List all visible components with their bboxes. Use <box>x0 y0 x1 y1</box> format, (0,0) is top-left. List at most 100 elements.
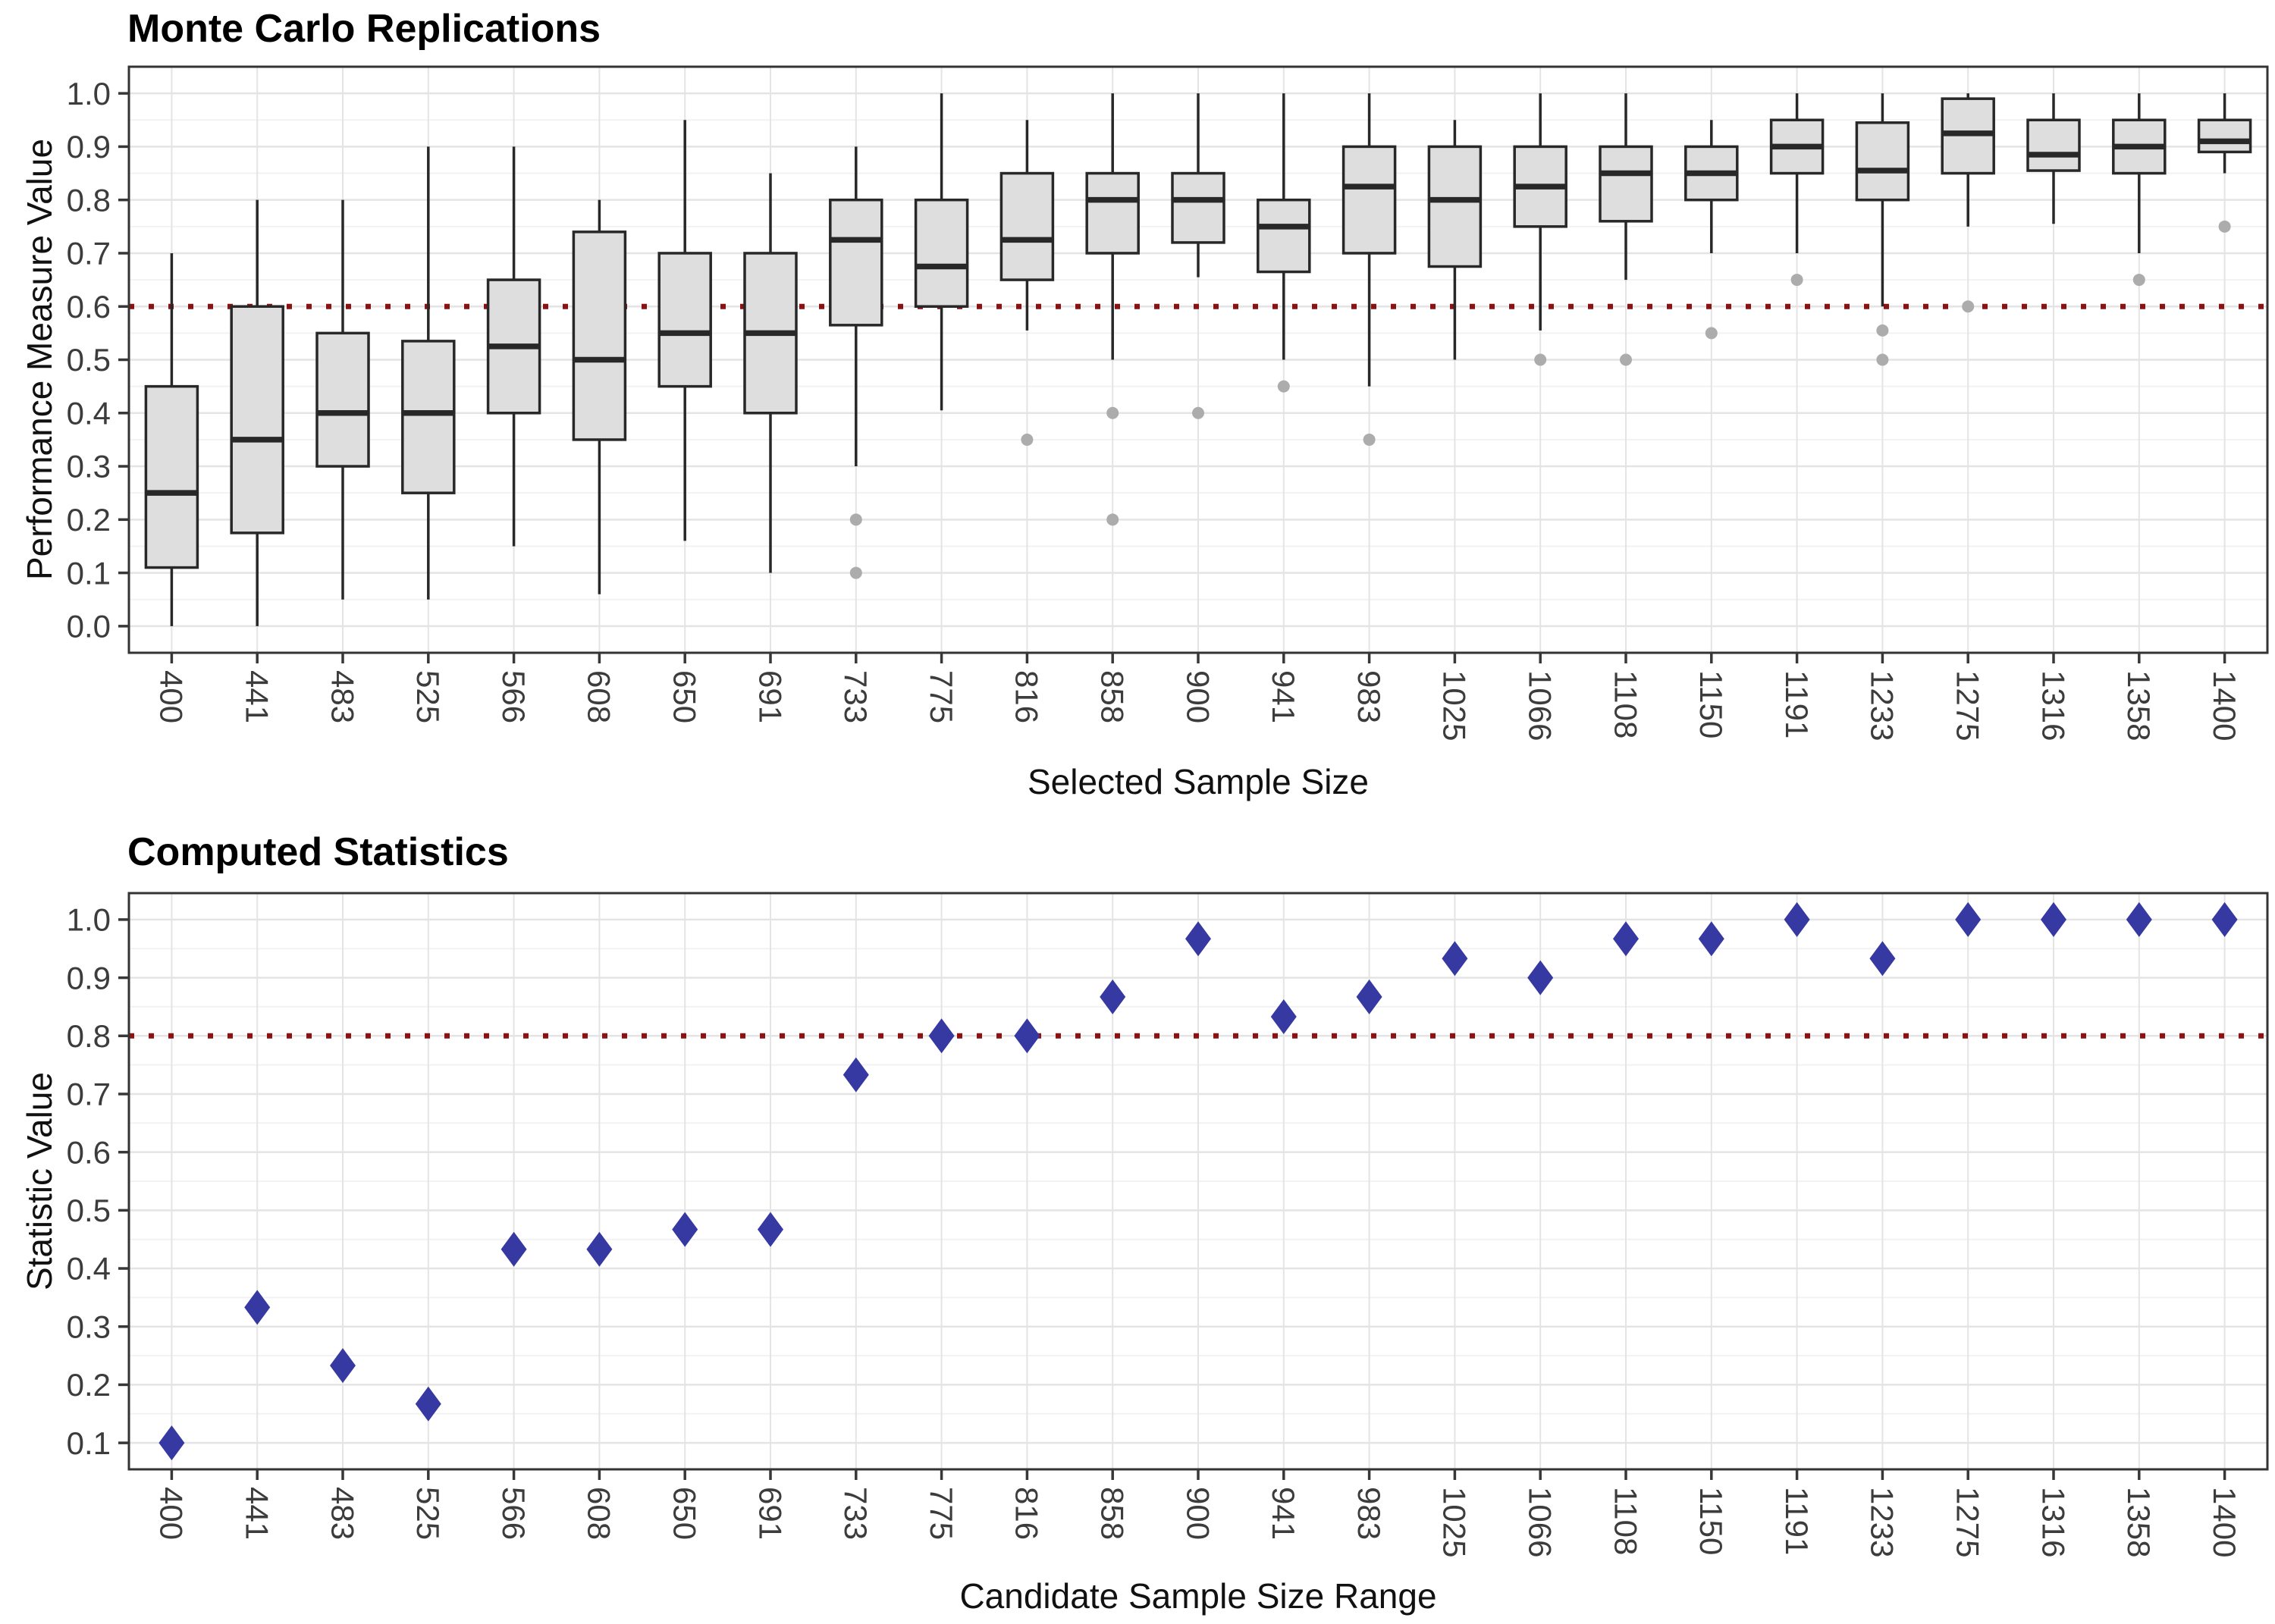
box <box>1599 145 1653 223</box>
chart-computed-statistics: 0.1 0.2 0.3 0.4 0.5 0.6 0.7 0.8 0.9 1.0 400 441 483 5… <box>67 892 2269 1557</box>
diamond-point-1191 <box>1784 901 1810 937</box>
box <box>1341 145 1397 255</box>
y-tick-label: 0.1 <box>67 555 111 591</box>
y-tick-label: 0.2 <box>67 1367 111 1403</box>
diamond-point-733 <box>843 1057 869 1093</box>
x-tick-label: 650 <box>667 1487 703 1540</box>
x-tick-label: 733 <box>838 1487 874 1540</box>
x-tick-label: 691 <box>752 1487 788 1540</box>
boxplot-858 <box>1085 93 1140 526</box>
boxplot-400 <box>144 252 199 626</box>
x-tick-label: 566 <box>496 670 532 723</box>
outlier-point <box>1876 324 1889 337</box>
outlier-point <box>1106 513 1119 526</box>
y-tick-label: 0.4 <box>67 395 111 431</box>
x-tick-label: 1025 <box>1437 1487 1473 1557</box>
outlier-point <box>1620 353 1632 366</box>
x-tick-label: 816 <box>1009 1487 1045 1540</box>
diamond-point-1358 <box>2126 901 2152 937</box>
x-tick-label: 733 <box>838 670 874 723</box>
x-tick-label: 483 <box>325 1487 360 1540</box>
x-tick-label: 858 <box>1095 670 1131 723</box>
x-tick-label: 858 <box>1095 1487 1131 1540</box>
boxplot-733 <box>829 146 883 579</box>
boxplot-1066 <box>1513 93 1567 366</box>
outlier-point <box>1363 433 1376 446</box>
diamond-point-441 <box>244 1290 271 1325</box>
boxplot-441 <box>230 199 284 626</box>
outlier-point <box>1790 274 1803 287</box>
x-tick-label: 608 <box>582 670 617 723</box>
y-tick-label: 1.0 <box>67 902 111 938</box>
y-tick-label: 0.7 <box>67 1077 111 1112</box>
x-tick-label: 900 <box>1180 1487 1216 1540</box>
boxplot-816 <box>999 120 1055 446</box>
diamond-point-775 <box>928 1018 955 1054</box>
y-tick-label: 1.0 <box>67 76 111 111</box>
x-tick-label: 1191 <box>1779 1487 1815 1555</box>
diamond-point-1400 <box>2211 901 2238 937</box>
x-tick-label: 941 <box>1266 670 1301 723</box>
box <box>1855 121 1910 202</box>
y-tick-label: 0.4 <box>67 1251 111 1287</box>
boxplot-1108 <box>1599 93 1653 366</box>
x-tick-label: 1358 <box>2121 670 2157 741</box>
y-tick-label: 0.0 <box>67 609 111 644</box>
bottom-x-axis-title: Candidate Sample Size Range <box>959 1576 1437 1616</box>
x-tick-label: 775 <box>924 1487 959 1540</box>
diamond-point-1233 <box>1869 941 1896 977</box>
box <box>401 340 456 494</box>
diamond-point-483 <box>330 1348 356 1384</box>
diamond-point-650 <box>672 1212 698 1247</box>
x-tick-label: 525 <box>410 670 446 723</box>
y-tick-label: 0.5 <box>67 1193 111 1228</box>
outlier-point <box>2132 274 2145 287</box>
y-tick-label: 0.2 <box>67 502 111 538</box>
x-tick-label: 1316 <box>2035 1487 2071 1557</box>
x-tick-label: 1316 <box>2035 670 2071 741</box>
x-tick-label: 1108 <box>1608 670 1643 738</box>
boxplot-1025 <box>1427 120 1483 360</box>
x-tick-label: 1233 <box>1865 1487 1900 1557</box>
x-tick-label: 483 <box>325 670 360 723</box>
y-tick-label: 0.6 <box>67 289 111 324</box>
boxplot-1275 <box>1941 93 1995 313</box>
boxplot-1358 <box>2112 93 2167 287</box>
box <box>1171 171 1225 244</box>
box <box>829 198 883 327</box>
boxplot-983 <box>1341 93 1397 446</box>
box <box>1257 198 1311 274</box>
x-tick-label: 650 <box>667 670 703 723</box>
diamond-point-1275 <box>1955 901 1982 937</box>
x-tick-label: 441 <box>240 1487 275 1540</box>
x-tick-label: 900 <box>1180 670 1216 723</box>
diamond-point-983 <box>1356 979 1382 1014</box>
outlier-point <box>1277 380 1290 393</box>
y-tick-label: 0.6 <box>67 1134 111 1170</box>
diamond-point-1316 <box>2041 901 2066 937</box>
diamond-point-608 <box>586 1231 613 1267</box>
box <box>230 305 284 535</box>
x-tick-label: 1108 <box>1608 1487 1643 1555</box>
x-tick-label: 1150 <box>1693 670 1729 738</box>
diamond-point-816 <box>1014 1018 1040 1054</box>
y-tick-label: 0.8 <box>67 182 111 218</box>
x-tick-label: 816 <box>1009 670 1045 723</box>
x-tick-label: 983 <box>1351 670 1387 723</box>
box <box>999 171 1055 281</box>
x-tick-label: 1275 <box>1950 670 1986 741</box>
top-x-axis-title: Selected Sample Size <box>1027 762 1370 801</box>
boxplot-1400 <box>2197 93 2252 233</box>
x-tick-label: 1066 <box>1523 670 1558 741</box>
y-tick-label: 0.5 <box>67 342 111 378</box>
diamond-point-400 <box>158 1425 185 1461</box>
diamond-point-525 <box>415 1386 441 1422</box>
boxplot-525 <box>401 146 456 600</box>
x-tick-label: 691 <box>752 670 788 723</box>
diamond-point-1025 <box>1442 941 1468 977</box>
box <box>2026 118 2081 172</box>
x-tick-label: 525 <box>410 1487 446 1540</box>
boxplot-608 <box>572 199 627 594</box>
boxplot-483 <box>315 199 370 600</box>
